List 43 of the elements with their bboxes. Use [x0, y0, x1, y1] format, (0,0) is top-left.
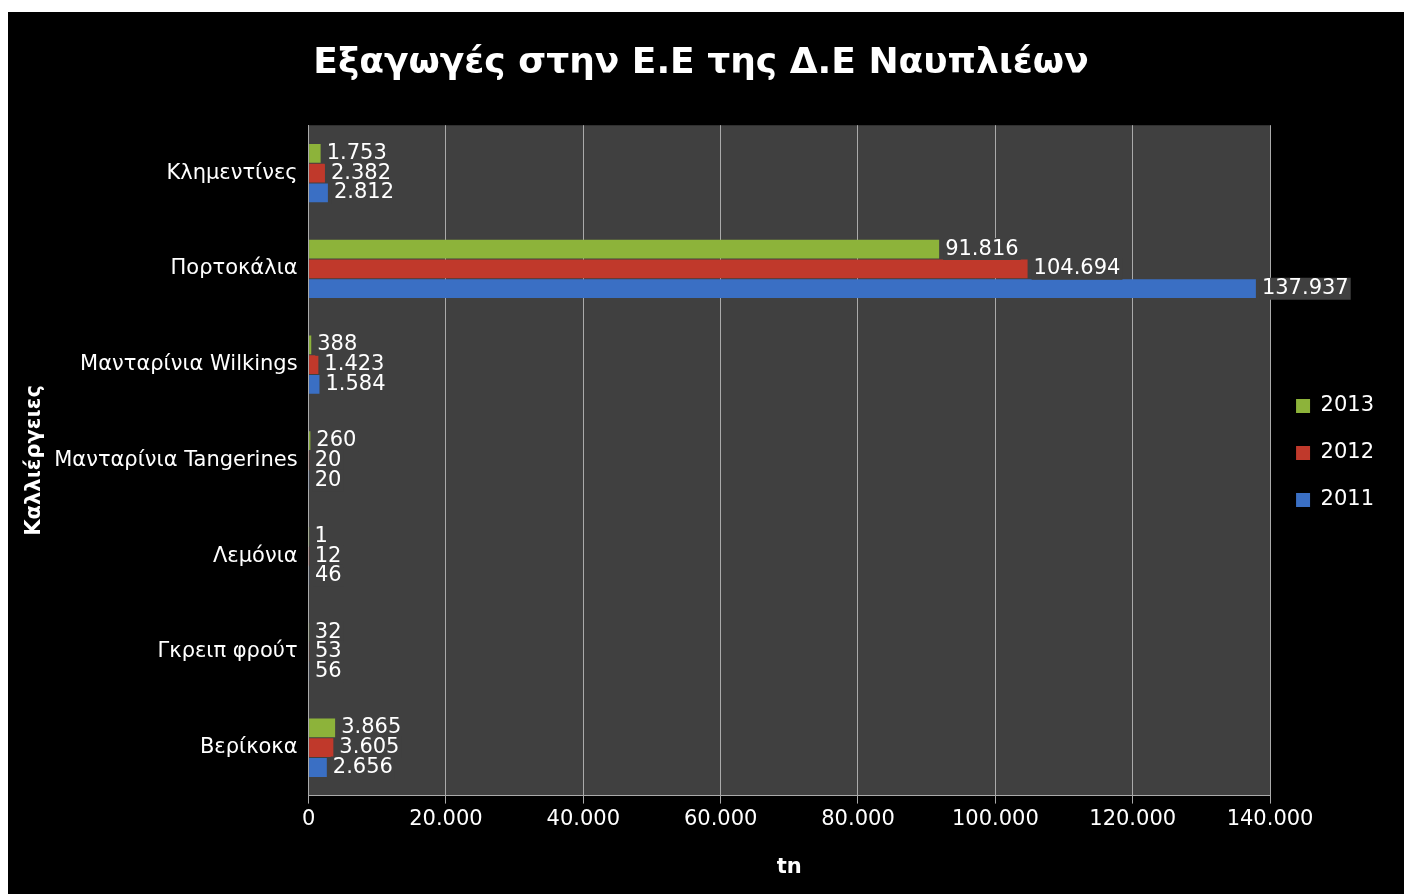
- bar: [309, 279, 1256, 299]
- x-tick-label: 60.000: [683, 805, 758, 830]
- bar: [309, 143, 321, 163]
- y-tick-label: Γκρειπ φρούτ: [157, 638, 298, 663]
- legend-label: 2011: [1320, 486, 1375, 511]
- bar: [309, 355, 319, 375]
- x-tick-label: 40.000: [546, 805, 621, 830]
- data-label: 91.816: [945, 235, 1019, 260]
- y-tick-label: Μανταρίνια Tangerines: [54, 446, 298, 471]
- data-label: 1.584: [325, 370, 386, 395]
- chart-title: Εξαγωγές στην Ε.Ε της Δ.Ε Ναυπλιέων: [313, 39, 1089, 81]
- bar: [309, 259, 1028, 279]
- y-tick-label: Κλημεντίνες: [166, 159, 298, 184]
- bar: [309, 239, 940, 259]
- bar: [309, 738, 334, 758]
- data-label: 2.656: [332, 753, 393, 778]
- legend-label: 2013: [1320, 392, 1375, 417]
- data-label: 104.694: [1033, 255, 1121, 280]
- data-label: 1: [314, 522, 328, 547]
- x-tick-label: 140.000: [1226, 805, 1314, 830]
- data-label: 2.812: [333, 179, 395, 204]
- y-tick-label: Πορτοκάλια: [170, 255, 298, 280]
- bar: [309, 183, 328, 203]
- y-tick-label: Λεμόνια: [212, 542, 298, 567]
- x-tick-label: 120.000: [1089, 805, 1177, 830]
- y-tick-label: Μανταρίνια Wilkings: [80, 351, 298, 376]
- y-tick-label: Βερίκοκα: [199, 734, 298, 759]
- x-tick-label: 0: [301, 805, 316, 830]
- data-label: 46: [314, 562, 342, 587]
- y-axis-title: Καλλιέργειες: [21, 385, 46, 536]
- bar: [309, 163, 325, 183]
- x-axis-title: tn: [776, 853, 802, 878]
- data-label: 137.937: [1261, 275, 1349, 300]
- x-tick-label: 100.000: [951, 805, 1039, 830]
- x-tick-label: 80.000: [821, 805, 895, 830]
- x-tick-label: 20.000: [409, 805, 483, 830]
- bar: [309, 375, 320, 394]
- bar: [309, 335, 312, 355]
- bar: [309, 718, 336, 738]
- data-label: 56: [314, 658, 342, 683]
- data-label: 1.753: [326, 139, 387, 164]
- legend-label: 2012: [1320, 439, 1375, 464]
- bar: [309, 758, 327, 777]
